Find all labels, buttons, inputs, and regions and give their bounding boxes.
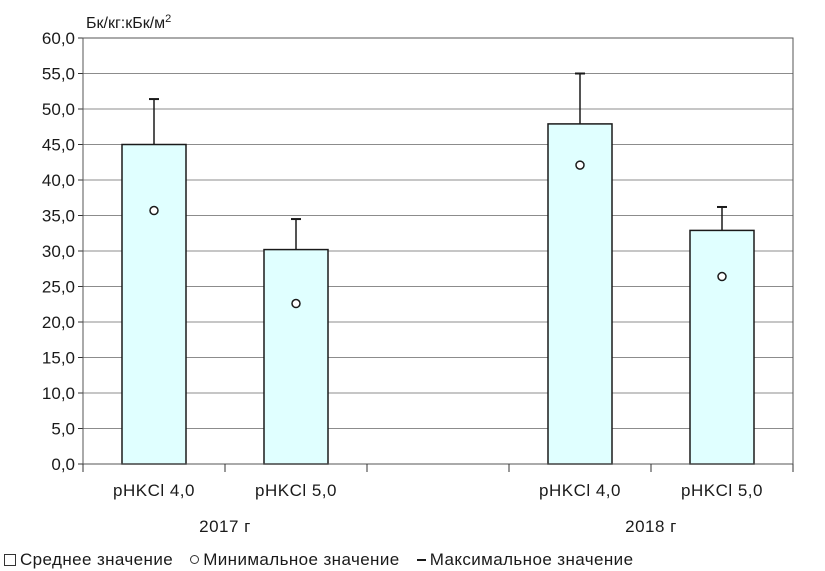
y-axis-label: Бк/кг:кБк/м2: [86, 13, 171, 32]
y-tick-label: 25,0: [42, 278, 75, 297]
legend-mean-marker: [4, 553, 16, 566]
x-category-label: pHKCl 5,0: [255, 481, 337, 500]
y-tick-label: 30,0: [42, 242, 75, 261]
x-category-label: pHKCl 5,0: [681, 481, 763, 500]
y-tick-label: 10,0: [42, 384, 75, 403]
bar-mean: [263, 248, 329, 465]
y-axis-label-superscript: 2: [165, 13, 171, 25]
legend: Среднее значение Минимальное значение Ма…: [4, 549, 633, 570]
y-tick-label: 50,0: [42, 100, 75, 119]
y-tick-label: 35,0: [42, 207, 75, 226]
bar-mean: [547, 123, 613, 465]
y-tick-label: 60,0: [42, 29, 75, 48]
bars: [121, 72, 755, 465]
y-tick-labels: 0,0 5,0 10,0 15,0 20,0 25,0 30,0 35,0 40,0 45,0 50…: [42, 29, 75, 474]
x-category-label: pHKCl 4,0: [113, 481, 195, 500]
x-category-labels: pHKCl 4,0 pHKCl 5,0 pHKCl 4,0 pHKCl 5,02017…: [113, 481, 763, 536]
y-tick-label: 55,0: [42, 65, 75, 84]
y-tick-label: 15,0: [42, 349, 75, 368]
y-tick-label: 5,0: [51, 420, 75, 439]
gridlines: [83, 37, 793, 429]
min-marker: [149, 205, 159, 216]
min-marker: [575, 160, 585, 170]
legend-max-label: Максимальное значение: [429, 549, 634, 569]
legend-min-label: Минимальное значение: [203, 549, 400, 569]
y-tick-label: 0,0: [51, 455, 75, 474]
x-category-label: pHKCl 4,0: [539, 481, 621, 500]
y-tick-label: 40,0: [42, 171, 75, 190]
legend-max-marker: [416, 558, 426, 561]
legend-min-marker: [190, 555, 200, 565]
x-group-label: 2018 г: [625, 517, 677, 536]
bar-mean: [689, 229, 755, 465]
legend-mean-label: Среднее значение: [20, 549, 174, 569]
plot-frame: [82, 37, 794, 465]
min-marker: [291, 298, 301, 309]
x-group-label: 2017 г: [199, 517, 251, 536]
y-tick-label: 20,0: [42, 313, 75, 332]
bar-mean: [121, 143, 187, 465]
y-tick-label: 45,0: [42, 136, 75, 155]
chart: 0,0 5,0 10,0 15,0 20,0 25,0 30,0 35,0 40,0 45,0 50…: [42, 13, 794, 536]
min-marker: [717, 271, 727, 282]
axes: [78, 37, 794, 472]
